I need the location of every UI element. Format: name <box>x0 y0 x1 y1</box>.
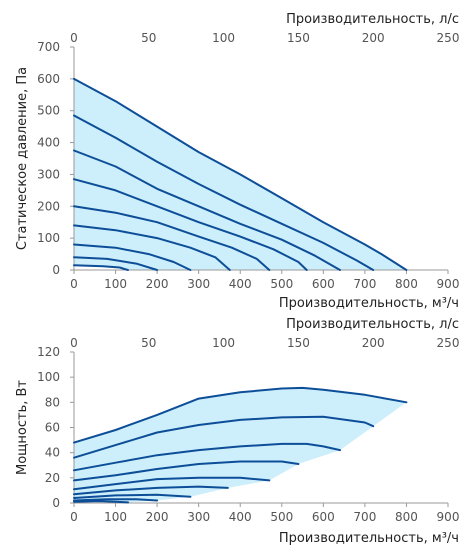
pressure-x-tick-label: 900 <box>437 277 460 291</box>
pressure-top-x-tick-label: 250 <box>437 31 460 45</box>
power-x-tick-label: 0 <box>70 510 78 524</box>
power-curve-3 <box>73 442 341 472</box>
pressure-y-title: Статическое давление, Па <box>15 67 30 250</box>
power-x-tick-label: 700 <box>353 510 376 524</box>
power-curve-9 <box>73 500 129 504</box>
pressure-x-tick-label: 0 <box>70 277 78 291</box>
power-curve-6 <box>73 485 229 496</box>
pressure-x-tick-label: 600 <box>312 277 335 291</box>
power-bottom-x-title: Производительность, м³/ч <box>279 531 459 546</box>
pressure-y-tick-label: 200 <box>37 199 60 213</box>
power-x-tick-label: 100 <box>104 510 127 524</box>
power-top-x-tick-label: 0 <box>70 336 78 350</box>
power-top-x-tick-label: 200 <box>362 336 385 350</box>
pressure-top-x-tick-label: 150 <box>287 31 310 45</box>
power-curve-8 <box>73 498 159 502</box>
power-y-title: Мощность, Вт <box>15 380 30 475</box>
pressure-y-tick-label: 400 <box>37 136 60 150</box>
pressure-x-tick-label: 100 <box>104 277 127 291</box>
power-top-x-tick-label: 250 <box>437 336 460 350</box>
pressure-curve-6 <box>73 224 231 271</box>
power-top-x-tick-label: 100 <box>212 336 235 350</box>
power-top-x-tick-label: 150 <box>287 336 310 350</box>
pressure-curve-5 <box>73 205 271 271</box>
pressure-y-tick-label: 600 <box>37 72 60 86</box>
power-y-tick-label: 0 <box>52 496 60 510</box>
pressure-curve-3 <box>73 149 341 271</box>
power-x-tick-label: 500 <box>270 510 293 524</box>
power-x-tick-label: 600 <box>312 510 335 524</box>
pressure-x-tick-label: 700 <box>353 277 376 291</box>
pressure-curve-8 <box>73 256 159 271</box>
pressure-y-tick-label: 300 <box>37 167 60 181</box>
pressure-top-x-title: Производительность, л/с <box>286 12 459 27</box>
power-x-tick-label: 800 <box>395 510 418 524</box>
pressure-top-x-tick-label: 200 <box>362 31 385 45</box>
pressure-y-tick-label: 0 <box>52 263 60 277</box>
pressure-curve-1 <box>73 77 408 271</box>
power-envelope-area <box>74 387 407 503</box>
pressure-x-tick-label: 400 <box>229 277 252 291</box>
power-curve-2 <box>73 415 375 459</box>
power-top-x-title: Производительность, л/с <box>286 317 459 332</box>
pressure-x-tick-label: 800 <box>395 277 418 291</box>
pressure-curve-2 <box>73 114 375 271</box>
pressure-x-tick-label: 500 <box>270 277 293 291</box>
pressure-top-x-tick-label: 50 <box>141 31 156 45</box>
power-y-tick-label: 120 <box>37 345 60 359</box>
pressure-curve-9 <box>73 264 129 271</box>
power-y-tick-label: 40 <box>45 446 60 460</box>
power-x-tick-label: 900 <box>437 510 460 524</box>
power-curve-7 <box>73 493 192 499</box>
power-y-tick-label: 60 <box>45 421 60 435</box>
power-x-tick-label: 300 <box>187 510 210 524</box>
pressure-y-tick-label: 100 <box>37 231 60 245</box>
power-curve-1 <box>73 386 408 444</box>
power-curve-4 <box>73 460 300 482</box>
pressure-top-x-tick-label: 0 <box>70 31 78 45</box>
pressure-x-tick-label: 200 <box>146 277 169 291</box>
pressure-curve-7 <box>73 243 192 271</box>
pressure-top-x-tick-label: 100 <box>212 31 235 45</box>
power-curve-5 <box>73 476 271 491</box>
power-top-x-tick-label: 50 <box>141 336 156 350</box>
power-x-tick-label: 200 <box>146 510 169 524</box>
pressure-bottom-x-title: Производительность, м³/ч <box>279 296 459 311</box>
power-x-tick-label: 400 <box>229 510 252 524</box>
pressure-x-tick-label: 300 <box>187 277 210 291</box>
pressure-curve-4 <box>73 178 308 271</box>
pressure-y-tick-label: 700 <box>37 40 60 54</box>
power-y-tick-label: 100 <box>37 370 60 384</box>
power-y-tick-label: 80 <box>45 395 60 409</box>
power-y-tick-label: 20 <box>45 471 60 485</box>
pressure-y-tick-label: 500 <box>37 104 60 118</box>
